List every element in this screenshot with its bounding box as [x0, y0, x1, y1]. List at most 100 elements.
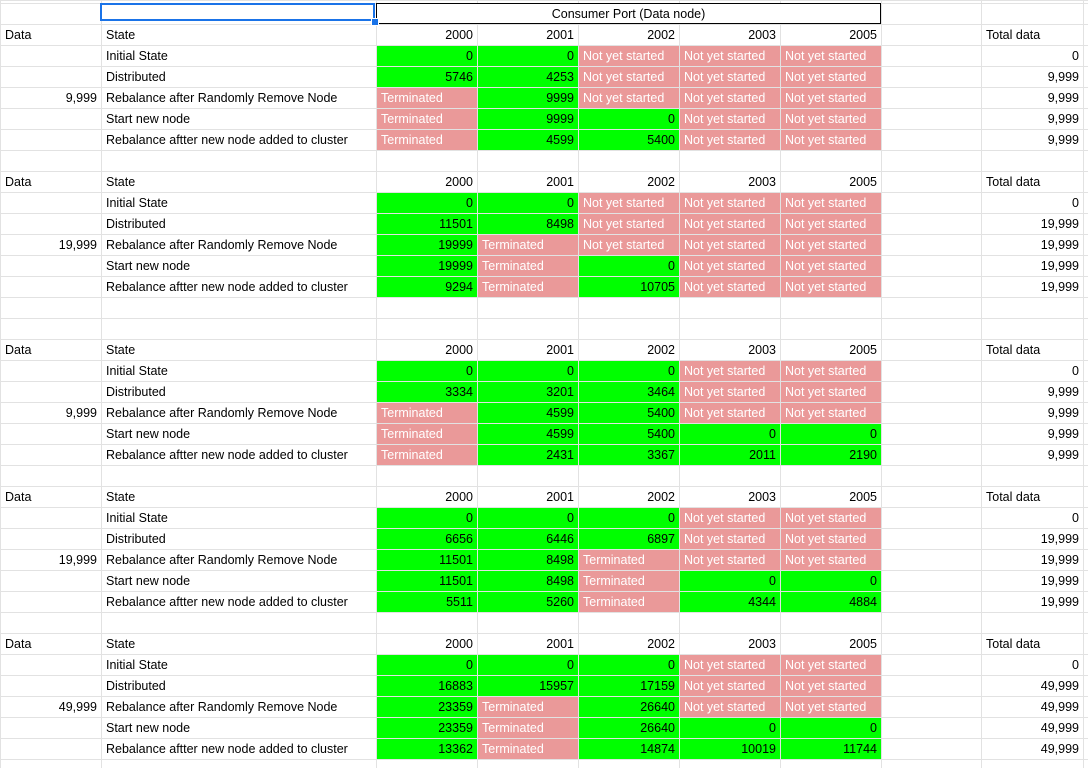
status-not-started[interactable]: Not yet started	[579, 235, 679, 255]
total-data-value[interactable]: 19,999	[1040, 280, 1079, 294]
status-not-started[interactable]: Not yet started	[781, 655, 881, 675]
status-not-started[interactable]: Not yet started	[680, 214, 780, 234]
total-data-value[interactable]: 19,999	[1040, 595, 1079, 609]
state-row-label[interactable]: Start new node	[106, 259, 191, 273]
state-row-label[interactable]: Rebalance aftter new node added to clust…	[106, 133, 348, 147]
record-count-cell[interactable]: 5400	[579, 403, 679, 423]
status-not-started[interactable]: Not yet started	[680, 46, 780, 66]
status-terminated[interactable]: Terminated	[478, 235, 578, 255]
record-count-cell[interactable]: 3334	[377, 382, 477, 402]
record-count-cell[interactable]: 6897	[579, 529, 679, 549]
port-header-2001[interactable]: 2001	[546, 28, 574, 42]
port-header-2001[interactable]: 2001	[546, 637, 574, 651]
status-not-started[interactable]: Not yet started	[781, 88, 881, 108]
status-not-started[interactable]: Not yet started	[680, 193, 780, 213]
merged-header-consumer-port[interactable]: Consumer Port (Data node)	[376, 3, 881, 24]
state-row-label[interactable]: Distributed	[106, 679, 166, 693]
record-count-cell[interactable]: 8498	[478, 550, 578, 570]
record-count-cell[interactable]: 0	[579, 655, 679, 675]
status-not-started[interactable]: Not yet started	[680, 361, 780, 381]
state-row-label[interactable]: Rebalance aftter new node added to clust…	[106, 742, 348, 756]
record-count-cell[interactable]: 0	[680, 571, 780, 591]
record-count-cell[interactable]: 0	[579, 508, 679, 528]
data-size-value[interactable]: 9,999	[65, 91, 97, 105]
status-not-started[interactable]: Not yet started	[680, 67, 780, 87]
total-data-value[interactable]: 19,999	[1040, 532, 1079, 546]
status-terminated[interactable]: Terminated	[478, 256, 578, 276]
total-data-header[interactable]: Total data	[986, 175, 1041, 189]
port-header-2000[interactable]: 2000	[445, 637, 473, 651]
record-count-cell[interactable]: 0	[377, 193, 477, 213]
record-count-cell[interactable]: 5511	[377, 592, 477, 612]
record-count-cell[interactable]: 0	[377, 508, 477, 528]
record-count-cell[interactable]: 0	[680, 718, 780, 738]
record-count-cell[interactable]: 9999	[478, 109, 578, 129]
status-not-started[interactable]: Not yet started	[781, 214, 881, 234]
state-row-label[interactable]: Distributed	[106, 70, 166, 84]
data-header-label[interactable]: Data	[5, 490, 32, 504]
status-not-started[interactable]: Not yet started	[579, 46, 679, 66]
port-header-2003[interactable]: 2003	[748, 28, 776, 42]
record-count-cell[interactable]: 0	[478, 193, 578, 213]
port-header-2002[interactable]: 2002	[647, 28, 675, 42]
status-not-started[interactable]: Not yet started	[781, 676, 881, 696]
port-header-2000[interactable]: 2000	[445, 175, 473, 189]
port-header-2000[interactable]: 2000	[445, 490, 473, 504]
total-data-header[interactable]: Total data	[986, 343, 1041, 357]
record-count-cell[interactable]: 0	[377, 361, 477, 381]
state-row-label[interactable]: Rebalance after Randomly Remove Node	[106, 700, 338, 714]
record-count-cell[interactable]: 3464	[579, 382, 679, 402]
status-not-started[interactable]: Not yet started	[680, 88, 780, 108]
total-data-value[interactable]: 19,999	[1040, 238, 1079, 252]
state-row-label[interactable]: Rebalance aftter new node added to clust…	[106, 280, 348, 294]
status-not-started[interactable]: Not yet started	[680, 277, 780, 297]
state-row-label[interactable]: Distributed	[106, 385, 166, 399]
status-not-started[interactable]: Not yet started	[680, 508, 780, 528]
record-count-cell[interactable]: 26640	[579, 718, 679, 738]
record-count-cell[interactable]: 0	[579, 256, 679, 276]
port-header-2001[interactable]: 2001	[546, 490, 574, 504]
record-count-cell[interactable]: 4599	[478, 130, 578, 150]
record-count-cell[interactable]: 2011	[680, 445, 780, 465]
status-terminated[interactable]: Terminated	[478, 739, 578, 759]
total-data-value[interactable]: 9,999	[1047, 427, 1079, 441]
port-header-2005[interactable]: 2005	[849, 343, 877, 357]
status-not-started[interactable]: Not yet started	[781, 67, 881, 87]
state-row-label[interactable]: Initial State	[106, 658, 168, 672]
total-data-value[interactable]: 9,999	[1047, 406, 1079, 420]
record-count-cell[interactable]: 19999	[377, 256, 477, 276]
port-header-2001[interactable]: 2001	[546, 343, 574, 357]
record-count-cell[interactable]: 0	[781, 424, 881, 444]
record-count-cell[interactable]: 4599	[478, 424, 578, 444]
status-not-started[interactable]: Not yet started	[680, 676, 780, 696]
status-not-started[interactable]: Not yet started	[781, 46, 881, 66]
status-not-started[interactable]: Not yet started	[579, 193, 679, 213]
record-count-cell[interactable]: 0	[579, 109, 679, 129]
record-count-cell[interactable]: 3201	[478, 382, 578, 402]
port-header-2002[interactable]: 2002	[647, 490, 675, 504]
total-data-value[interactable]: 49,999	[1040, 679, 1079, 693]
total-data-value[interactable]: 19,999	[1040, 217, 1079, 231]
record-count-cell[interactable]: 10019	[680, 739, 780, 759]
record-count-cell[interactable]: 15957	[478, 676, 578, 696]
record-count-cell[interactable]: 4253	[478, 67, 578, 87]
record-count-cell[interactable]: 4599	[478, 403, 578, 423]
total-data-header[interactable]: Total data	[986, 490, 1041, 504]
data-header-label[interactable]: Data	[5, 637, 32, 651]
status-terminated[interactable]: Terminated	[579, 550, 679, 570]
status-not-started[interactable]: Not yet started	[781, 403, 881, 423]
status-not-started[interactable]: Not yet started	[680, 550, 780, 570]
status-not-started[interactable]: Not yet started	[680, 403, 780, 423]
port-header-2005[interactable]: 2005	[849, 175, 877, 189]
data-size-value[interactable]: 9,999	[65, 406, 97, 420]
status-terminated[interactable]: Terminated	[377, 403, 477, 423]
status-terminated[interactable]: Terminated	[377, 424, 477, 444]
port-header-2005[interactable]: 2005	[849, 490, 877, 504]
record-count-cell[interactable]: 0	[478, 508, 578, 528]
record-count-cell[interactable]: 17159	[579, 676, 679, 696]
status-not-started[interactable]: Not yet started	[781, 256, 881, 276]
status-terminated[interactable]: Terminated	[478, 697, 578, 717]
total-data-value[interactable]: 0	[1072, 49, 1079, 63]
record-count-cell[interactable]: 23359	[377, 697, 477, 717]
